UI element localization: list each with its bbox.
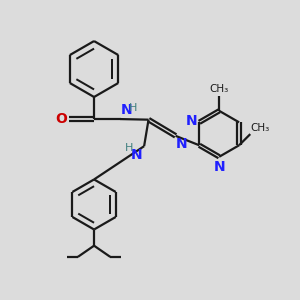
Text: N: N (186, 114, 197, 128)
Text: H: H (124, 142, 133, 153)
Text: N: N (131, 148, 142, 162)
Text: H: H (128, 103, 137, 112)
Text: CH₃: CH₃ (210, 84, 229, 94)
Text: N: N (213, 160, 225, 174)
Text: O: O (55, 112, 67, 126)
Text: CH₃: CH₃ (251, 123, 270, 133)
Text: N: N (176, 137, 188, 151)
Text: N: N (121, 103, 133, 117)
